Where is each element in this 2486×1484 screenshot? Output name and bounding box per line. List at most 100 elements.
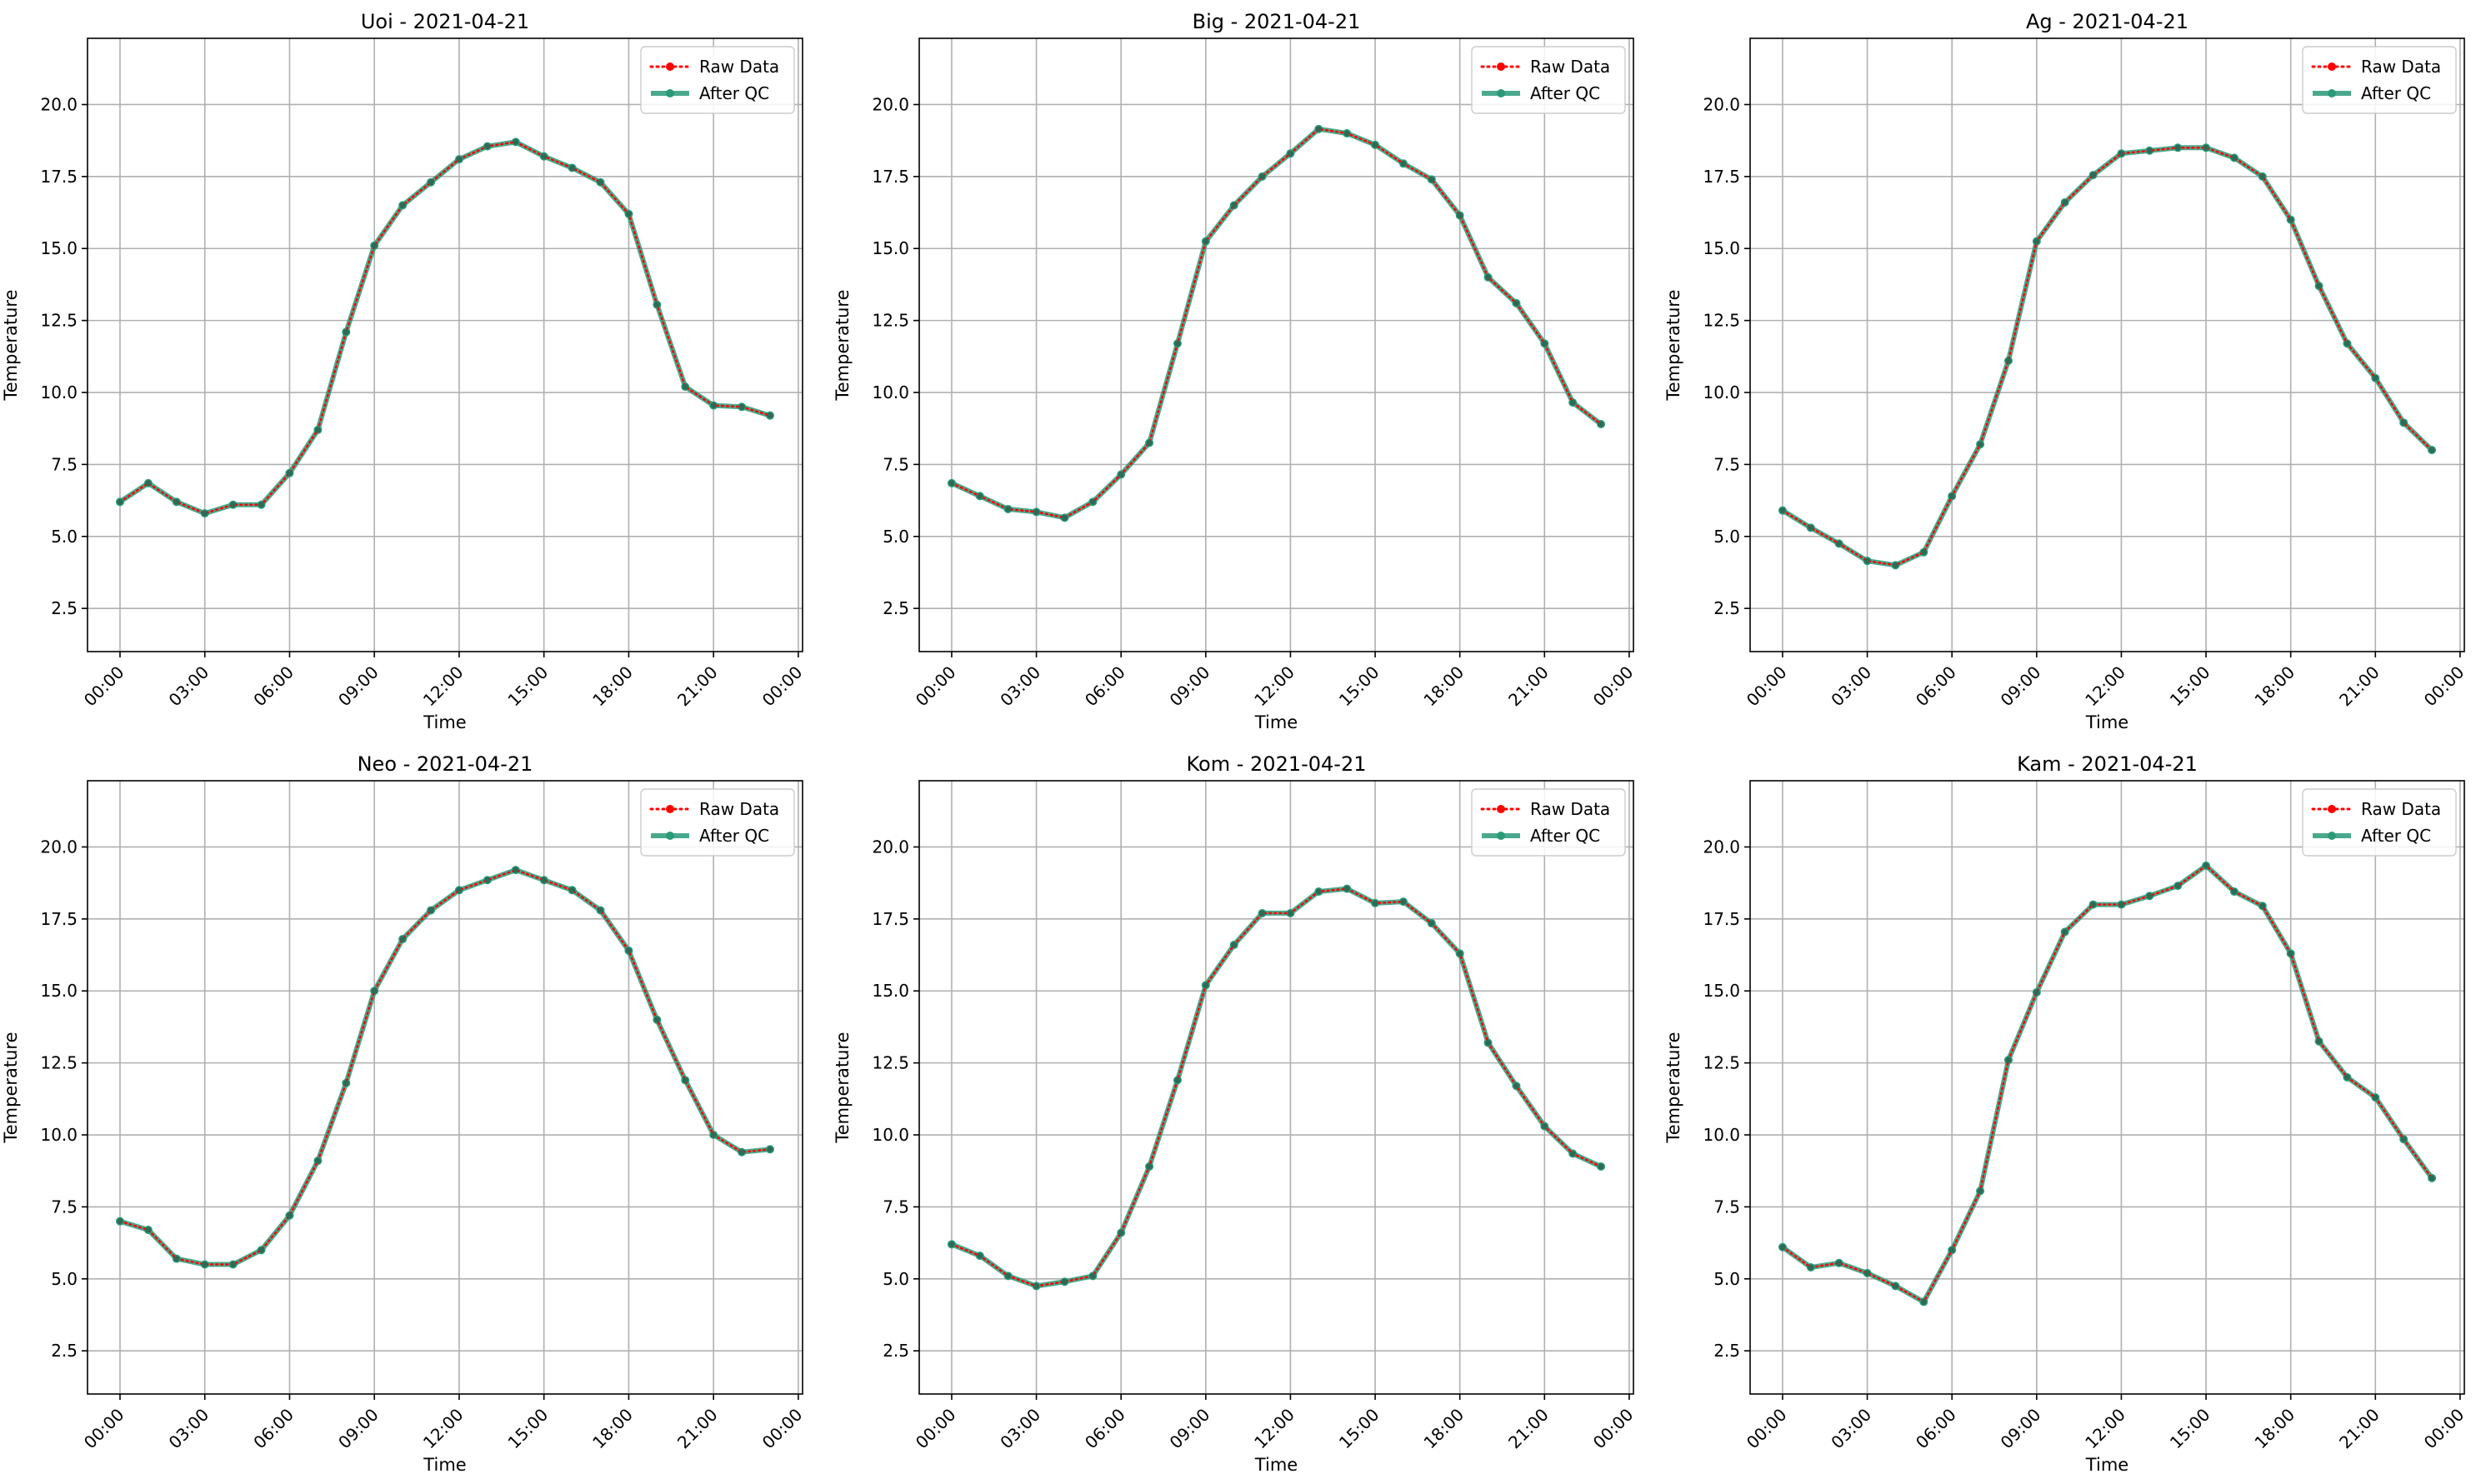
y-tick-label: 12.5 — [872, 311, 909, 331]
raw-data-point — [1598, 1163, 1604, 1170]
x-tick-label: 18:00 — [2250, 1405, 2298, 1453]
x-tick-label: 12:00 — [2081, 662, 2129, 711]
series-line-raw-data — [1781, 864, 2433, 1304]
x-tick-label: 06:00 — [1912, 662, 1960, 711]
series-line-raw-data — [950, 127, 1603, 519]
raw-data-point — [1808, 524, 1814, 531]
y-tick-label: 15.0 — [40, 238, 78, 258]
y-tick-label: 5.0 — [51, 527, 78, 547]
raw-data-point — [2288, 950, 2294, 957]
raw-data-point — [1920, 1298, 1927, 1305]
legend: Raw Data After QC — [2302, 788, 2457, 857]
raw-data-point — [1779, 507, 1786, 514]
raw-data-point — [1203, 238, 1209, 245]
y-tick-label: 12.5 — [872, 1053, 909, 1073]
raw-data-point — [2343, 1074, 2350, 1081]
series-line-raw-data — [118, 141, 772, 515]
raw-data-point — [1457, 950, 1463, 957]
x-tick-label: 21:00 — [673, 1405, 722, 1453]
raw-data-point — [145, 1227, 152, 1233]
legend-after-qc-label: After QC — [1530, 826, 1600, 846]
x-tick-label: 15:00 — [1335, 1405, 1383, 1453]
raw-data-point — [2372, 375, 2378, 382]
raw-data-point — [428, 179, 434, 186]
legend-raw-data-label: Raw Data — [699, 799, 779, 819]
y-tick-label: 15.0 — [40, 981, 78, 1001]
y-tick-label: 17.5 — [40, 909, 78, 929]
x-tick-label: 18:00 — [588, 662, 637, 711]
x-tick-label: 00:00 — [912, 1405, 960, 1453]
raw-data-point — [738, 403, 745, 410]
x-tick-label: 00:00 — [80, 1405, 128, 1453]
raw-data-point — [1005, 506, 1012, 512]
raw-data-point — [682, 383, 688, 390]
raw-data-point — [2062, 928, 2068, 935]
x-tick-label: 15:00 — [504, 662, 553, 711]
legend-box — [640, 46, 795, 114]
y-tick-label: 20.0 — [872, 94, 909, 114]
raw-data-point — [1836, 1260, 1843, 1267]
legend: Raw Data After QC — [2302, 46, 2457, 114]
y-axis-label: Temperature — [833, 1032, 853, 1143]
chart-title: Kom - 2021-04-21 — [1187, 752, 1367, 776]
chart-panel: 2.5 5.0 7.5 10.0 12.5 15.0 17.5 20.0 00:00 03:00 0… — [833, 10, 1637, 732]
y-tick-label: 15.0 — [1703, 238, 1740, 258]
x-tick-label: 15:00 — [2166, 1405, 2214, 1453]
raw-data-point — [1372, 900, 1378, 907]
y-axis-label: Temperature — [1663, 289, 1683, 401]
raw-data-point — [2033, 989, 2040, 996]
raw-data-point — [1118, 471, 1124, 477]
raw-data-point — [1485, 274, 1492, 281]
x-tick-label: 06:00 — [1081, 1405, 1129, 1453]
y-tick-label: 7.5 — [51, 454, 78, 474]
raw-data-point — [1174, 340, 1181, 347]
chart-panel: 2.5 5.0 7.5 10.0 12.5 15.0 17.5 20.0 00:00 03:00 0… — [1, 10, 806, 732]
raw-data-point — [653, 302, 660, 308]
chart-panel: 2.5 5.0 7.5 10.0 12.5 15.0 17.5 20.0 00:00 03:00 0… — [833, 752, 1637, 1475]
raw-data-point — [625, 947, 632, 954]
raw-data-point — [1541, 1123, 1548, 1130]
x-tick-label: 15:00 — [1335, 662, 1383, 711]
x-tick-label: 12:00 — [1250, 1405, 1298, 1453]
y-tick-label: 7.5 — [883, 1197, 909, 1217]
y-axis-label: Temperature — [833, 289, 853, 401]
x-tick-label: 12:00 — [419, 1405, 468, 1453]
raw-data-point — [1920, 549, 1927, 556]
raw-data-point — [1977, 1187, 1983, 1194]
y-tick-label: 15.0 — [1703, 981, 1740, 1001]
series-line-raw-data — [118, 868, 772, 1266]
legend-after-qc-label: After QC — [699, 826, 769, 846]
chart-panel: 2.5 5.0 7.5 10.0 12.5 15.0 17.5 20.0 00:00 03:00 0… — [1, 752, 806, 1475]
y-tick-label: 5.0 — [51, 1269, 78, 1289]
x-tick-label: 00:00 — [1743, 1405, 1791, 1453]
legend-raw-data-marker — [2328, 62, 2336, 71]
raw-data-point — [710, 1132, 717, 1138]
raw-data-point — [1174, 1077, 1181, 1083]
y-tick-label: 10.0 — [872, 382, 909, 402]
raw-data-point — [625, 211, 632, 217]
raw-data-point — [682, 1077, 688, 1083]
y-tick-label: 20.0 — [1703, 94, 1740, 114]
y-tick-label: 12.5 — [1703, 311, 1740, 331]
raw-data-point — [428, 907, 434, 913]
raw-data-point — [1033, 508, 1040, 515]
raw-data-point — [2146, 147, 2153, 154]
raw-data-point — [1089, 498, 1096, 505]
y-tick-label: 10.0 — [1703, 1125, 1740, 1145]
raw-data-point — [456, 887, 463, 893]
raw-data-point — [1598, 421, 1604, 427]
raw-data-point — [2090, 902, 2097, 908]
raw-data-point — [258, 502, 265, 508]
raw-data-point — [117, 1218, 123, 1225]
y-tick-label: 2.5 — [883, 598, 909, 618]
x-tick-label: 21:00 — [2335, 662, 2383, 711]
x-tick-label: 03:00 — [165, 662, 213, 711]
y-tick-label: 2.5 — [883, 1341, 909, 1361]
legend-after-qc-marker — [1497, 832, 1505, 840]
y-tick-label: 2.5 — [1713, 1341, 1740, 1361]
raw-data-point — [1541, 340, 1548, 347]
raw-data-point — [767, 1146, 773, 1152]
raw-data-point — [1485, 1039, 1492, 1046]
y-tick-label: 15.0 — [872, 981, 909, 1001]
raw-data-point — [1428, 176, 1435, 182]
